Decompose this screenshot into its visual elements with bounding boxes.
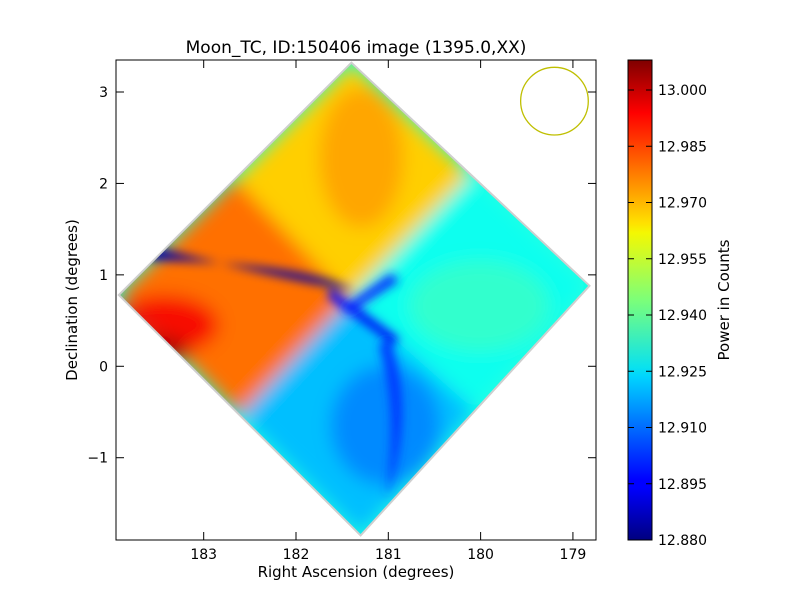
x-tick-label: 182 [283, 547, 310, 563]
colorbar-gradient [628, 60, 652, 540]
map-content [118, 62, 590, 536]
y-axis-ticks: −1 0 1 2 3 [87, 85, 596, 467]
y-tick-label: 2 [99, 176, 108, 192]
colorbar-tick-label: 12.970 [658, 196, 707, 212]
y-tick-label: 3 [99, 85, 108, 101]
east-lobe-core [118, 294, 219, 355]
beam-marker-circle [519, 66, 589, 136]
y-axis-label: Declination (degrees) [63, 219, 81, 381]
colorbar-ticks: 12.880 12.895 12.910 12.925 12.940 12.955 12.9… [628, 83, 707, 549]
sky-map [117, 61, 591, 537]
northeast-dark-band [148, 246, 355, 291]
map-outline [117, 61, 591, 537]
chart-title: Moon_TC, ID:150406 image (1395.0,XX) [186, 38, 527, 58]
center-dark-cross-a [327, 288, 400, 345]
y-tick-label: 0 [99, 359, 108, 375]
colorbar-tick-label: 12.955 [658, 252, 707, 268]
x-axis-ticks: 183 182 181 180 179 [190, 60, 586, 563]
colorbar-tick-label: 13.000 [658, 83, 707, 99]
west-lobe-core [409, 260, 550, 351]
x-axis-label: Right Ascension (degrees) [258, 563, 455, 581]
colorbar-tick-label: 12.880 [658, 533, 707, 549]
south-lobe-core [330, 365, 441, 486]
colorbar-frame [627, 59, 653, 541]
east-lobe-edge [128, 335, 189, 364]
colorbar-tick-label: 12.910 [658, 421, 707, 437]
colorbar-label: Power in Counts [715, 239, 733, 360]
y-tick-label: −1 [87, 451, 108, 467]
axes-frame [115, 59, 597, 541]
southwest-dark-band [379, 338, 402, 501]
x-tick-label: 181 [375, 547, 402, 563]
y-tick-label: 1 [99, 268, 108, 284]
colorbar-tick-label: 12.895 [658, 477, 707, 493]
colorbar-tick-label: 12.985 [658, 139, 707, 155]
x-tick-label: 183 [190, 547, 217, 563]
x-tick-label: 180 [467, 547, 494, 563]
center-dark-cross-b [341, 273, 400, 315]
north-lobe-core [319, 87, 404, 228]
colorbar-tick-label: 12.925 [658, 364, 707, 380]
colorbar-tick-label: 12.940 [658, 308, 707, 324]
x-tick-label: 179 [560, 547, 587, 563]
